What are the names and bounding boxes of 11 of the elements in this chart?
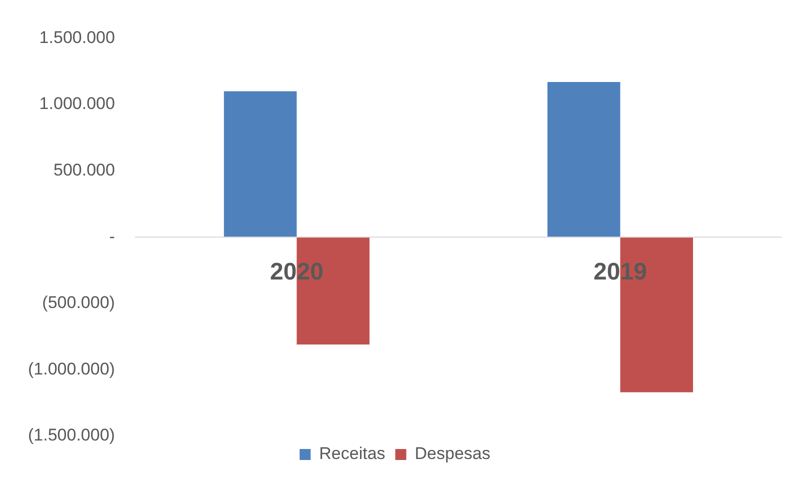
bar [224, 91, 297, 238]
y-tick-label: 1.000.000 [39, 94, 115, 114]
y-tick-label: (1.500.000) [28, 426, 115, 445]
legend-label: Despesas [414, 444, 490, 464]
y-tick-label: 500.000 [54, 160, 115, 180]
y-tick-label: (1.000.000) [28, 359, 115, 378]
y-tick-label: (500.000) [42, 293, 115, 312]
y-tick-label: - [109, 226, 115, 246]
bar [547, 82, 620, 238]
y-tick-label: 1.500.000 [39, 28, 115, 47]
legend-label: Receitas [319, 444, 386, 464]
